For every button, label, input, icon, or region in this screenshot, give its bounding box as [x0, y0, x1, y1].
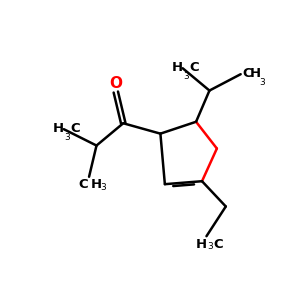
Text: H: H — [250, 67, 261, 80]
Text: H: H — [53, 122, 64, 135]
Text: 3: 3 — [207, 242, 213, 250]
Text: C: C — [213, 238, 223, 251]
Text: H: H — [172, 61, 183, 74]
Text: C: C — [242, 67, 252, 80]
Text: 3: 3 — [259, 78, 265, 87]
Text: C: C — [70, 122, 80, 135]
Text: C: C — [78, 178, 88, 191]
Text: 3: 3 — [64, 133, 70, 142]
Text: C: C — [189, 61, 199, 74]
Text: 3: 3 — [100, 183, 106, 192]
Text: H: H — [91, 178, 102, 191]
Text: 3: 3 — [183, 72, 189, 81]
Text: H: H — [195, 238, 206, 251]
Text: O: O — [109, 76, 122, 91]
